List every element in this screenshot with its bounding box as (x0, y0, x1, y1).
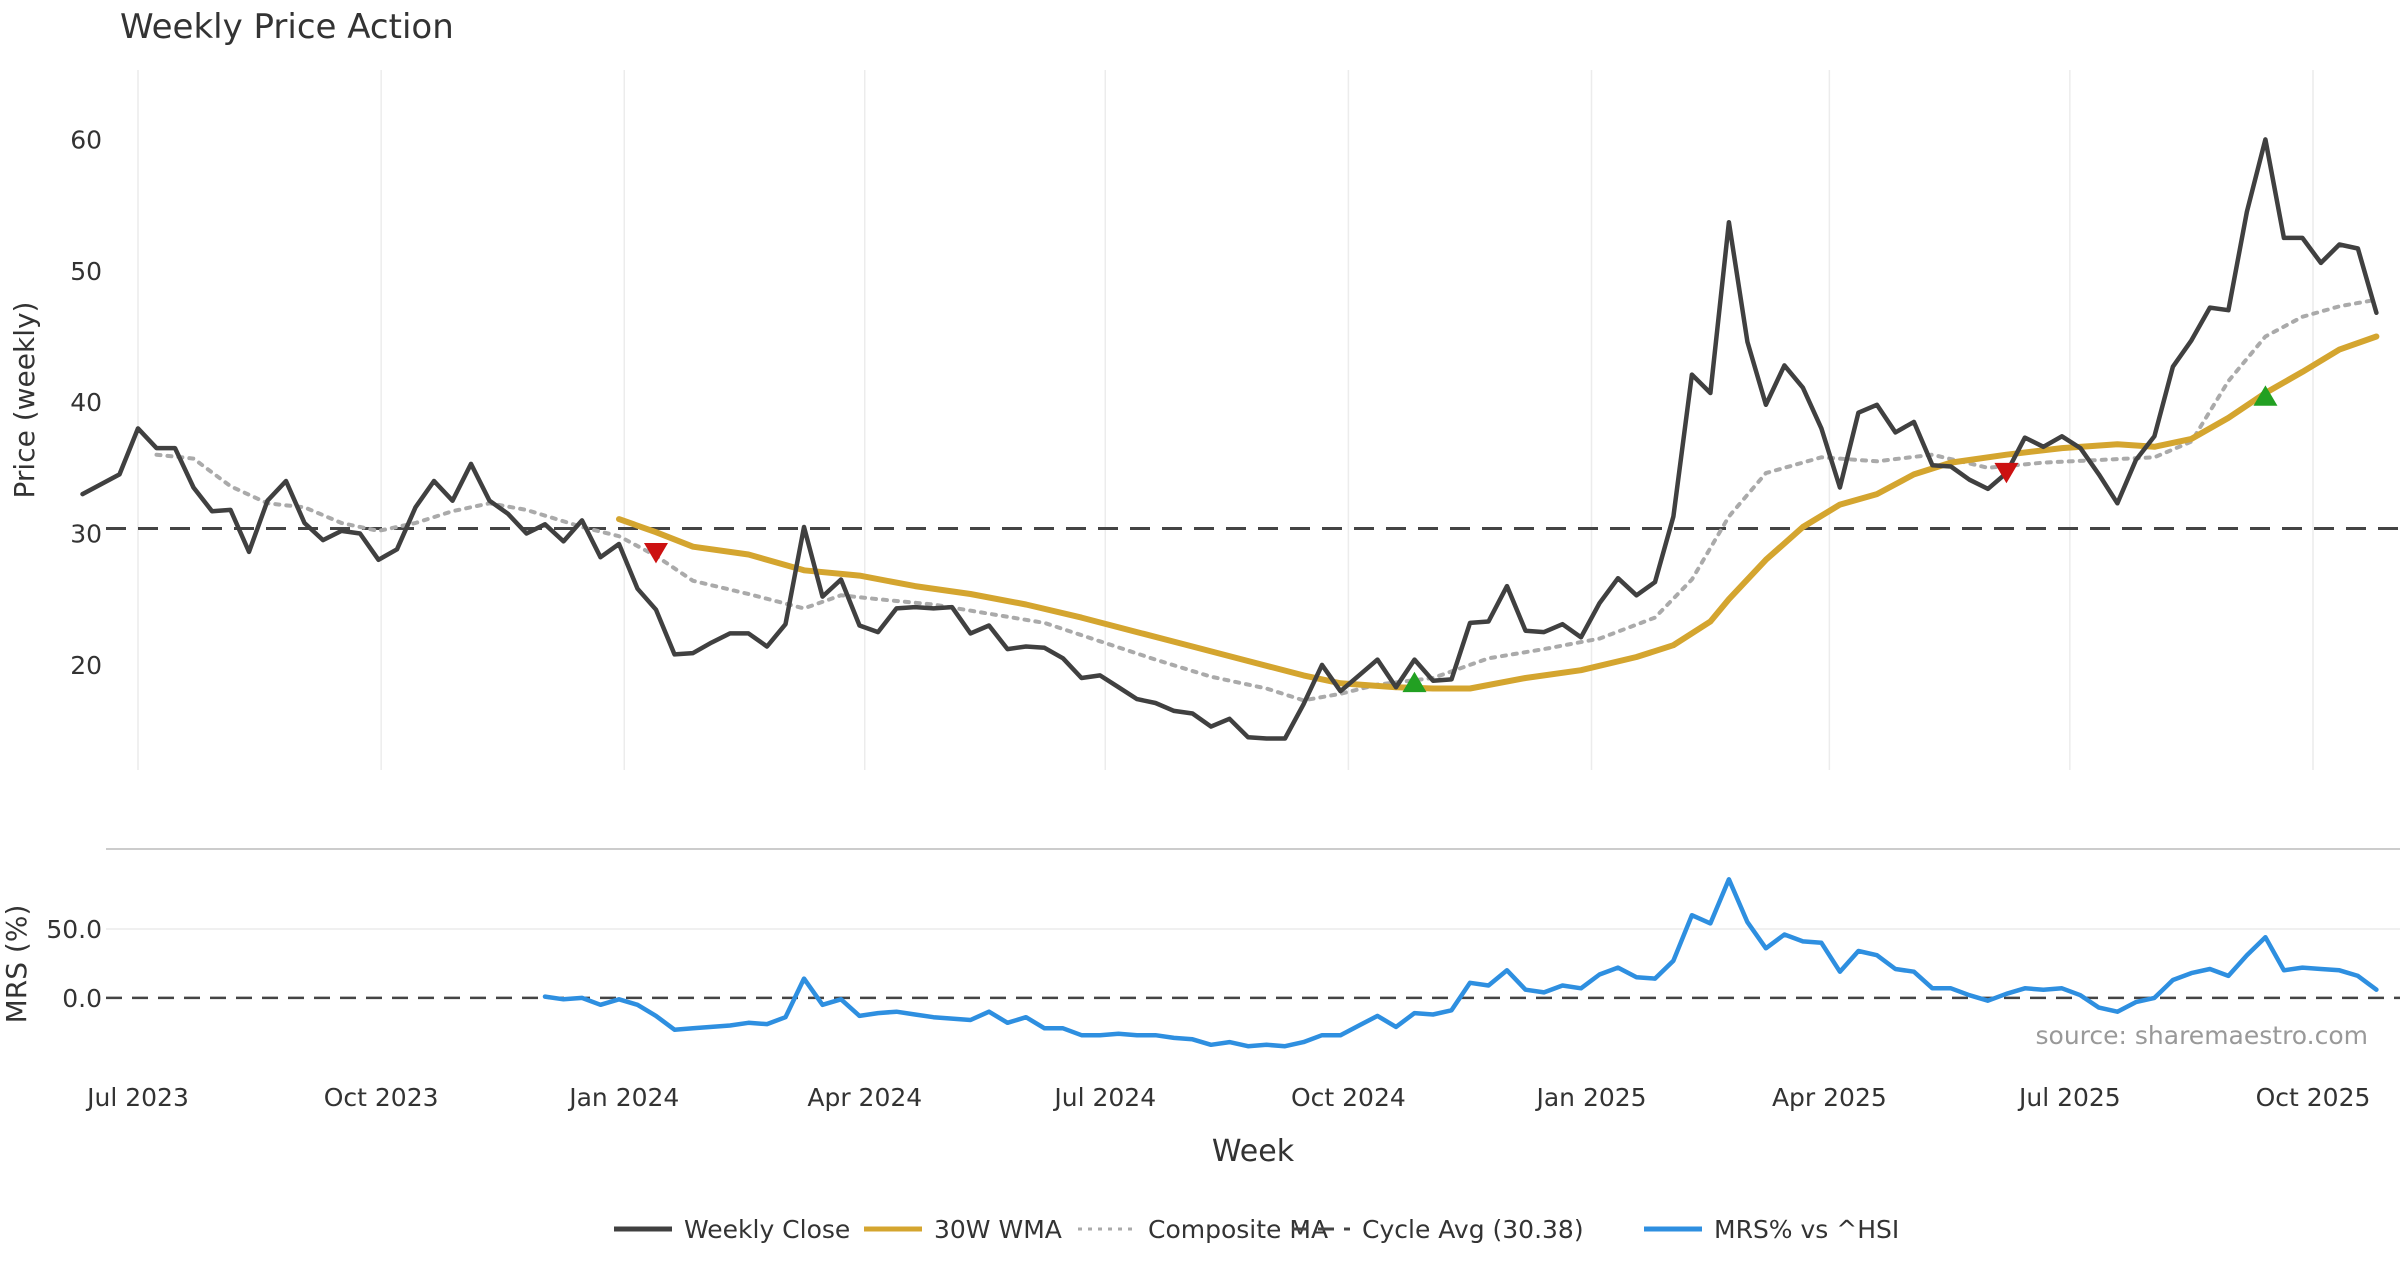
price-y-ticks: 20 30 40 50 60 (70, 125, 102, 679)
x-tick-label: Oct 2024 (1291, 1083, 1406, 1112)
mrs-y-axis-label: MRS (%) (0, 905, 33, 1024)
x-axis-label: Week (1212, 1134, 1295, 1169)
series-weekly-close-line (83, 139, 2377, 738)
series-30w-wma-line (619, 337, 2376, 689)
price-grid (138, 70, 2313, 770)
x-tick-label: Jul 2025 (2017, 1083, 2121, 1112)
legend-label: Cycle Avg (30.38) (1362, 1215, 1584, 1244)
price-series-group (83, 139, 2400, 738)
legend-label: 30W WMA (934, 1215, 1062, 1244)
price-y-tick-label: 60 (70, 125, 102, 154)
mrs-y-tick-label: 0.0 (62, 984, 102, 1013)
price-y-axis-label: Price (weekly) (8, 302, 41, 499)
mrs-y-tick-label: 50.0 (46, 915, 102, 944)
legend-label: Weekly Close (684, 1215, 850, 1244)
source-note: source: sharemaestro.com (2036, 1021, 2369, 1050)
chart-title: Weekly Price Action (120, 7, 454, 47)
x-tick-label: Oct 2025 (2256, 1083, 2371, 1112)
legend-label: MRS% vs ^HSI (1714, 1215, 1899, 1244)
x-tick-label: Apr 2024 (807, 1083, 922, 1112)
x-tick-label: Jul 2023 (85, 1083, 189, 1112)
x-tick-label: Apr 2025 (1772, 1083, 1887, 1112)
price-y-tick-label: 30 (70, 520, 102, 549)
price-y-tick-label: 20 (70, 651, 102, 680)
x-tick-label: Jul 2024 (1052, 1083, 1156, 1112)
x-tick-label: Jan 2024 (567, 1083, 679, 1112)
x-axis-ticks: Jul 2023 Oct 2023 Jan 2024 Apr 2024 Jul 2024… (85, 1083, 2370, 1112)
price-y-tick-label: 50 (70, 257, 102, 286)
price-y-tick-label: 40 (70, 388, 102, 417)
x-tick-label: Jan 2025 (1534, 1083, 1646, 1112)
mrs-y-ticks: 0.0 50.0 (46, 915, 102, 1013)
x-tick-label: Oct 2023 (324, 1083, 439, 1112)
